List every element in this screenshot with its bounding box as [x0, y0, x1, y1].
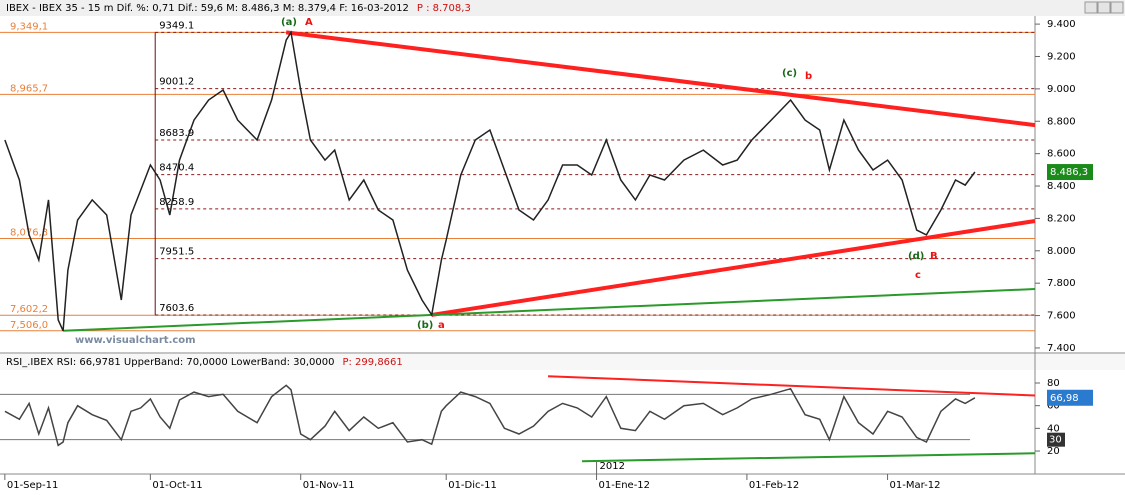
- y-tick-label: 9.200: [1047, 51, 1076, 62]
- year-label: 2012: [600, 461, 625, 472]
- x-tick-label: 01-Feb-12: [749, 480, 799, 491]
- y-tick-label: 80: [1047, 378, 1060, 389]
- last-value-box: [1047, 164, 1093, 181]
- band-box-label: 30: [1049, 435, 1062, 446]
- wave-label: a: [438, 320, 445, 331]
- fib-label: 7603.6: [159, 303, 194, 314]
- level-label: 9,349,1: [10, 21, 48, 32]
- panel-title: RSI_.IBEX RSI: 66,9781 UpperBand: 70,000…: [6, 357, 334, 368]
- series-line: [4, 30, 976, 332]
- y-tick-label: 9.400: [1047, 19, 1076, 30]
- level-label: 8,965,7: [10, 83, 48, 94]
- y-tick-label: 8.200: [1047, 213, 1076, 224]
- wave-label: A: [305, 17, 313, 28]
- header-bar: [0, 354, 1125, 370]
- wave-label: b: [805, 71, 812, 82]
- series-line: [4, 384, 976, 447]
- y-tick-label: 20: [1047, 446, 1060, 457]
- wave-label: (c): [782, 68, 797, 79]
- panel-title-extra: P : 8.708,3: [417, 3, 471, 14]
- x-tick-label: 01-Mar-12: [890, 480, 941, 491]
- fib-label: 8683.9: [159, 128, 194, 139]
- watermark: www.visualchart.com: [75, 335, 196, 346]
- trend-line: [581, 452, 1036, 463]
- fib-label: 8470.4: [159, 163, 194, 174]
- y-tick-label: 40: [1047, 423, 1060, 434]
- wave-label: c: [915, 270, 921, 281]
- y-tick-label: 8.800: [1047, 116, 1076, 127]
- wave-label: (a): [281, 17, 297, 28]
- trend-line: [285, 30, 1036, 128]
- wave-label: B: [930, 251, 938, 262]
- fib-label: 8258.9: [159, 197, 194, 208]
- last-value-box: [1047, 389, 1093, 406]
- close-button[interactable]: [1110, 1, 1124, 14]
- last-value-label: 8.486,3: [1050, 167, 1088, 178]
- window-buttons: [1084, 1, 1124, 14]
- panel-title: IBEX - IBEX 35 - 15 m Dif. %: 0,71 Dif.:…: [6, 3, 409, 14]
- panel-title-extra: P: 299,8661: [342, 357, 402, 368]
- trend-line: [63, 288, 1036, 332]
- header-bar: [0, 0, 1125, 16]
- y-tick-label: 7.400: [1047, 343, 1076, 354]
- y-tick-label: 8.000: [1047, 246, 1076, 257]
- band-box: [1047, 432, 1065, 447]
- y-tick-label: 9.000: [1047, 84, 1076, 95]
- fib-label: 7951.5: [159, 247, 194, 258]
- maximize-button[interactable]: [1097, 1, 1111, 14]
- x-tick-label: 01-Nov-11: [303, 480, 355, 491]
- trend-line: [431, 219, 1036, 317]
- trend-line: [548, 375, 1036, 397]
- y-tick-label: 8.600: [1047, 149, 1076, 160]
- x-tick-label: 01-Dic-11: [448, 480, 497, 491]
- minimize-button[interactable]: [1084, 1, 1098, 14]
- x-tick-label: 01-Ene-12: [599, 480, 650, 491]
- level-label: 7,602,2: [10, 304, 48, 315]
- y-tick-label: 7.800: [1047, 278, 1076, 289]
- y-tick-label: 60: [1047, 401, 1060, 412]
- y-tick-label: 8.400: [1047, 181, 1076, 192]
- y-tick-label: 7.600: [1047, 311, 1076, 322]
- fib-label: 9001.2: [159, 77, 194, 88]
- x-tick-label: 01-Sep-11: [7, 480, 59, 491]
- level-label: 7,506,0: [10, 320, 48, 331]
- last-value-label: 66,98: [1050, 393, 1079, 404]
- x-tick-label: 01-Oct-11: [152, 480, 202, 491]
- wave-label: (b): [417, 320, 433, 331]
- fib-label: 9349.1: [159, 20, 194, 31]
- wave-label: (d): [908, 251, 924, 262]
